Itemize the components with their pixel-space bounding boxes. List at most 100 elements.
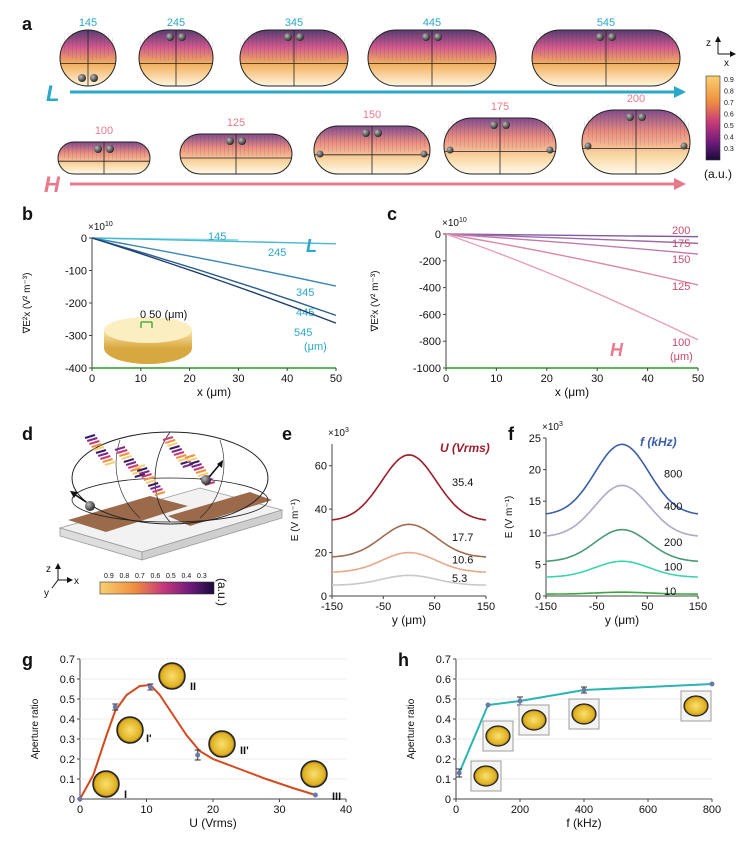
series-line-100 bbox=[546, 560, 698, 578]
H-value-label: 125 bbox=[227, 117, 245, 129]
y-tick-label: 40 bbox=[315, 504, 327, 516]
series-label-145: 145 bbox=[208, 231, 226, 243]
y-tick-label: 0 bbox=[535, 591, 541, 603]
x-tick-label: 30 bbox=[232, 373, 244, 385]
colorbar-d-tick: 0.3 bbox=[197, 573, 207, 580]
annotation-II: II bbox=[190, 681, 196, 693]
data-point bbox=[77, 796, 83, 802]
series-line-200 bbox=[445, 233, 699, 238]
colorbar-d-tick: 0.8 bbox=[120, 573, 130, 580]
annotation-I': I' bbox=[146, 733, 152, 745]
panel-letter-d: d bbox=[22, 424, 33, 444]
y-tick-label: 0.6 bbox=[436, 674, 451, 686]
y-tick-label: 15 bbox=[529, 496, 541, 508]
axis-exponent: ×103 bbox=[542, 421, 563, 433]
L-value-label: 545 bbox=[597, 17, 615, 29]
series-line-150 bbox=[445, 233, 699, 255]
y-tick-label: -400 bbox=[65, 363, 87, 375]
colorbar-a-tick: 0.9 bbox=[724, 77, 734, 84]
data-point bbox=[485, 702, 491, 708]
x-tick-label: 600 bbox=[639, 804, 657, 816]
H-label: H bbox=[44, 172, 61, 197]
series-label-150: 150 bbox=[672, 254, 690, 266]
x-tick-label: 0 bbox=[453, 804, 459, 816]
series-line-175 bbox=[445, 233, 699, 245]
series-line-10 bbox=[546, 591, 698, 595]
cell-image bbox=[485, 725, 511, 747]
x-tick-label: 10 bbox=[140, 804, 152, 816]
series-line-545 bbox=[91, 237, 337, 324]
y-tick-label: -600 bbox=[419, 309, 441, 321]
series-line-800 bbox=[545, 443, 699, 515]
row-L-chambers: 145 245 345 445 545 bbox=[59, 17, 681, 87]
chart-h: 0 200 400 600 800 0 0.1 0.2 0.3 0.4 0.5 0.6 0.7 f (kH… bbox=[406, 654, 721, 830]
x-tick-label: 800 bbox=[703, 804, 721, 816]
colorbar-d-tick: 0.9 bbox=[104, 573, 114, 580]
L-value-label: 145 bbox=[79, 17, 97, 29]
L-value-label: 445 bbox=[423, 17, 441, 29]
x-tick-label: 10 bbox=[490, 373, 502, 385]
x-tick-label: 50 bbox=[330, 373, 342, 385]
axis-exponent: ×103 bbox=[328, 427, 349, 439]
panel-letter-f: f bbox=[508, 424, 515, 444]
y-axis-label: E (V m⁻¹) bbox=[504, 496, 515, 539]
L-chamber-145: 145 bbox=[59, 17, 117, 87]
cell-image-II' bbox=[208, 730, 236, 758]
y-tick-label: 0.2 bbox=[60, 754, 75, 766]
L-value-label: 245 bbox=[167, 17, 185, 29]
H-chamber-175: 175 bbox=[443, 101, 557, 175]
series-letter-H: H bbox=[610, 340, 624, 360]
x-axis-label: y (μm) bbox=[392, 613, 426, 627]
cell-image bbox=[473, 765, 499, 787]
x-tick-label: 20 bbox=[541, 373, 553, 385]
y-axis-label: Aperture ratio bbox=[406, 698, 417, 759]
colorbar-a-tick: 0.8 bbox=[724, 89, 734, 96]
legend-title: U (Vrms) bbox=[440, 441, 490, 455]
y-tick-label: 0.2 bbox=[436, 754, 451, 766]
annotation-I: I bbox=[124, 789, 127, 801]
panel-letter-b: b bbox=[22, 204, 33, 224]
series-label-17.7: 17.7 bbox=[452, 532, 473, 544]
y-tick-label: -200 bbox=[419, 256, 441, 268]
x-tick-label: 50 bbox=[692, 373, 704, 385]
panel-letter-a: a bbox=[22, 14, 33, 34]
y-tick-label: -300 bbox=[65, 331, 87, 343]
cell-image bbox=[521, 709, 547, 731]
y-tick-label: 5 bbox=[535, 559, 541, 571]
H-chamber-150: 150 bbox=[313, 109, 431, 175]
colorbar-d-tick: 0.7 bbox=[135, 573, 145, 580]
cell-image bbox=[571, 703, 597, 725]
x-tick-label: 0 bbox=[89, 373, 95, 385]
H-value-label: 175 bbox=[491, 101, 509, 113]
series-label-100: 100 bbox=[672, 337, 690, 349]
x-tick-label: 0 bbox=[77, 804, 83, 816]
cell-image-I' bbox=[116, 716, 144, 744]
data-point bbox=[112, 704, 118, 710]
axis-indicator-d: z x y bbox=[44, 563, 79, 599]
fit-curve bbox=[79, 683, 316, 800]
colorbar-d-tick: 0.5 bbox=[166, 573, 176, 580]
panel-letter-g: g bbox=[22, 650, 33, 670]
data-point bbox=[456, 770, 462, 776]
L-value-label: 345 bbox=[285, 17, 303, 29]
data-point bbox=[581, 687, 587, 693]
series-label-10.6: 10.6 bbox=[452, 554, 473, 566]
H-chamber-200: 200 bbox=[581, 93, 691, 175]
chart-e: -150 -50 50 150 0 20 40 60 y (μm) E (V m⁻¹) ×103 35… bbox=[290, 427, 495, 627]
axis-exponent: ×1010 bbox=[88, 221, 113, 233]
series-label-400: 400 bbox=[664, 501, 682, 513]
series-label-35.4: 35.4 bbox=[452, 477, 473, 489]
x-axis-label: f (kHz) bbox=[566, 816, 601, 830]
y-tick-label: 0.1 bbox=[60, 774, 75, 786]
colorbar-a-tick: 0.5 bbox=[724, 123, 734, 130]
x-axis-label: U (Vrms) bbox=[189, 816, 237, 830]
x-tick-label: 150 bbox=[689, 601, 707, 613]
series-label-200: 200 bbox=[664, 537, 682, 549]
L-chamber-345: 345 bbox=[239, 17, 349, 87]
chart-c: 0 10 20 30 40 50 0 -200 -400 -600 -800 -1000 x (μm) ∇… bbox=[370, 217, 704, 399]
x-tick-label: 400 bbox=[575, 804, 593, 816]
colorbar-d bbox=[99, 581, 215, 595]
axis-z-label-a: z bbox=[706, 38, 711, 49]
series-label-125: 125 bbox=[672, 281, 690, 293]
y-tick-label: 0.7 bbox=[60, 654, 75, 666]
